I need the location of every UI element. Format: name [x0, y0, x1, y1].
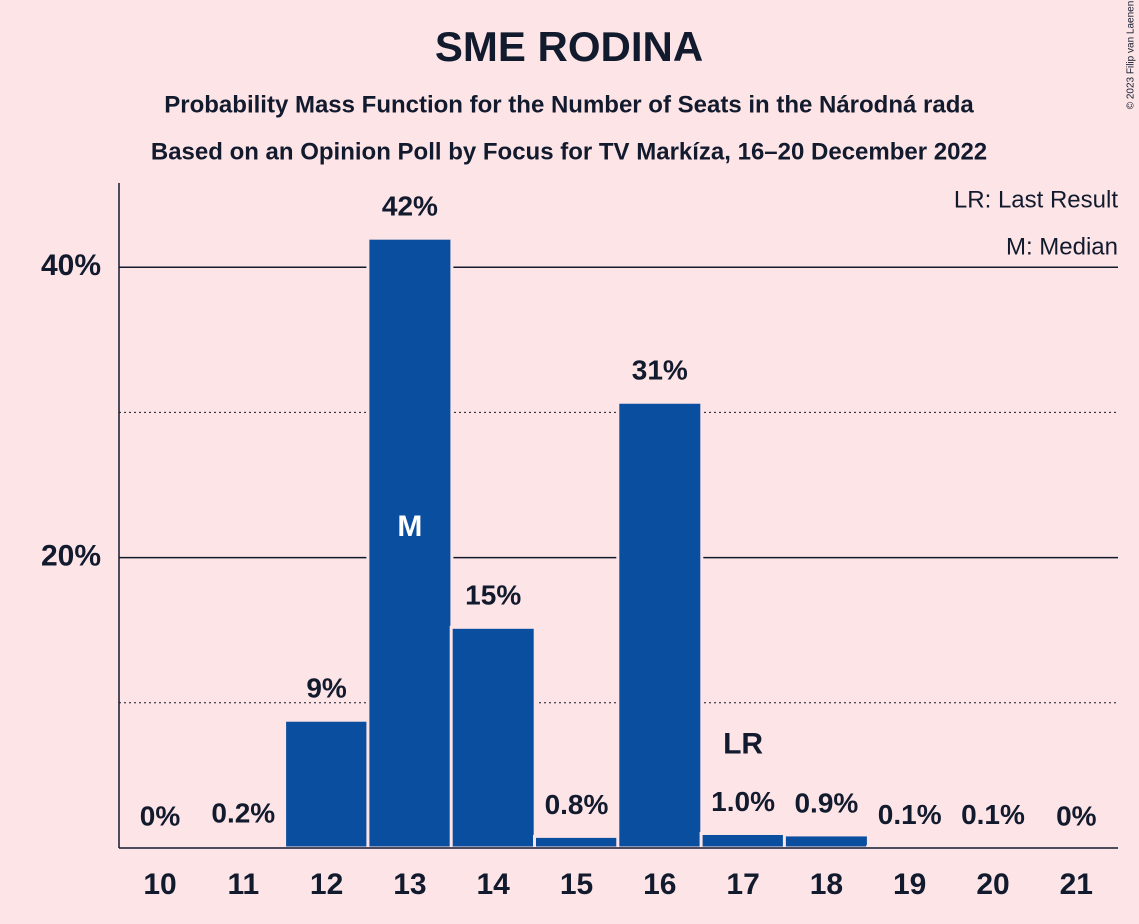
x-tick-label: 16 — [643, 868, 676, 901]
x-tick-label: 18 — [810, 868, 843, 901]
value-label: 9% — [306, 673, 347, 704]
value-label: 0.1% — [878, 799, 942, 830]
x-tick-label: 14 — [477, 868, 511, 901]
annotation: M — [397, 510, 422, 543]
value-label: 1.0% — [711, 786, 775, 817]
bar — [616, 400, 704, 850]
chart-subtitle: Probability Mass Function for the Number… — [164, 91, 974, 118]
x-tick-label: 21 — [1060, 868, 1093, 901]
value-label: 0% — [1056, 800, 1097, 831]
x-tick-label: 20 — [976, 868, 1009, 901]
value-label: 0% — [140, 800, 181, 831]
x-tick-label: 10 — [143, 868, 176, 901]
x-tick-label: 19 — [893, 868, 926, 901]
x-tick-label: 13 — [393, 868, 426, 901]
value-label: 0.9% — [794, 787, 858, 818]
legend-entry: M: Median — [1006, 233, 1118, 260]
x-tick-label: 15 — [560, 868, 593, 901]
bar — [782, 833, 870, 850]
bar — [283, 718, 371, 850]
x-tick-label: 12 — [310, 868, 343, 901]
x-tick-label: 17 — [726, 868, 759, 901]
copyright: © 2023 Filip van Laenen — [1126, 1, 1137, 110]
bar — [366, 236, 454, 850]
bar — [533, 834, 620, 850]
value-label: 31% — [632, 355, 688, 386]
value-label: 0.2% — [211, 797, 275, 828]
value-label: 0.8% — [545, 789, 609, 820]
y-tick-label: 40% — [41, 249, 101, 282]
value-label: 15% — [465, 580, 521, 611]
bar — [699, 831, 787, 850]
value-label: 0.1% — [961, 799, 1025, 830]
bar — [449, 625, 537, 850]
legend-entry: LR: Last Result — [954, 186, 1118, 213]
y-tick-label: 20% — [41, 540, 101, 573]
annotation: LR — [723, 727, 763, 760]
chart-title: SME RODINA — [435, 23, 703, 70]
value-label: 42% — [382, 191, 438, 222]
chart-subtitle: Based on an Opinion Poll by Focus for TV… — [151, 138, 987, 165]
x-tick-label: 11 — [227, 868, 259, 901]
